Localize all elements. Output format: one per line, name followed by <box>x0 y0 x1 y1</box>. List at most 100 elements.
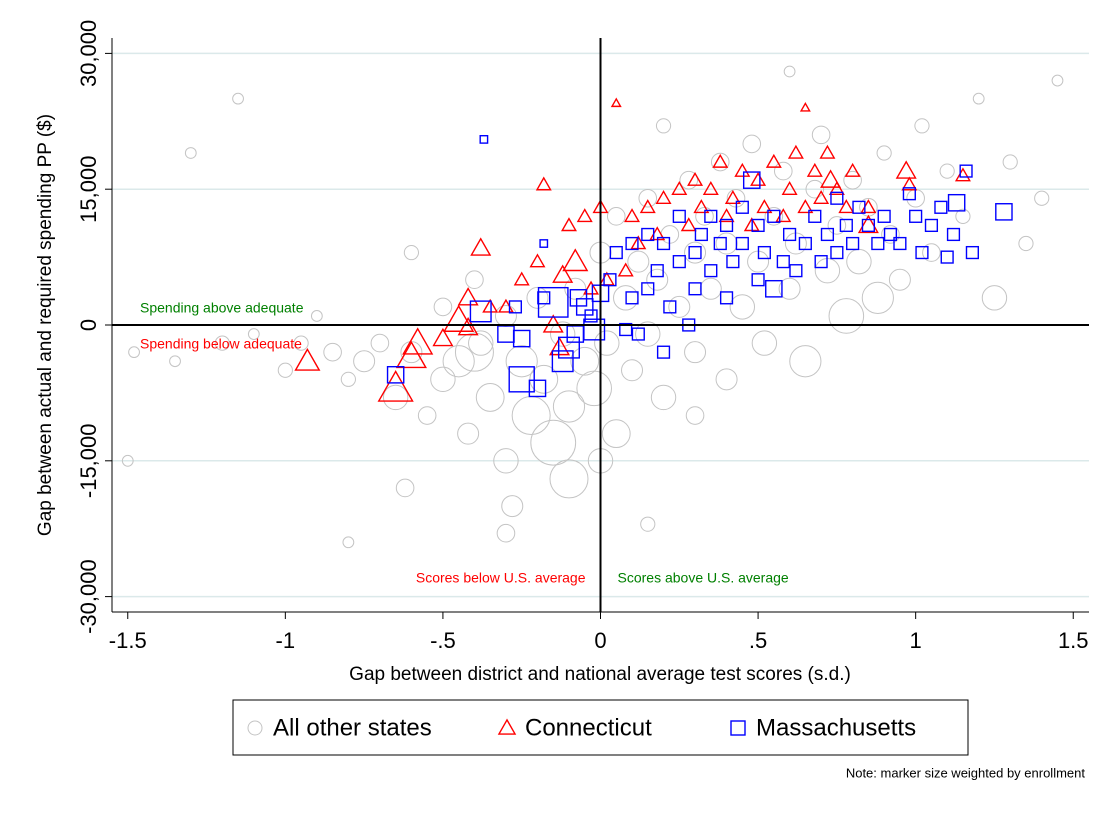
legend-label: Massachusetts <box>756 714 916 741</box>
y-axis-title: Gap between actual and required spending… <box>35 114 56 536</box>
square-marker <box>672 255 686 269</box>
circle-marker <box>955 208 971 224</box>
triangle-marker <box>702 180 719 195</box>
x-axis-title: Gap between district and national averag… <box>349 664 851 685</box>
triangle-marker <box>787 144 804 159</box>
circle-marker <box>861 281 894 314</box>
triangle-marker <box>820 169 842 188</box>
square-marker <box>830 245 844 260</box>
triangle-marker <box>765 153 782 168</box>
square-marker <box>508 366 535 393</box>
square-marker <box>861 218 875 233</box>
circle-marker <box>353 350 376 373</box>
circle-marker <box>606 207 626 226</box>
circle-marker <box>684 341 707 364</box>
triangle-marker <box>443 304 475 332</box>
square-marker <box>757 245 771 260</box>
square-marker <box>852 200 866 214</box>
square-marker <box>704 264 718 278</box>
square-marker <box>672 209 686 223</box>
square-marker <box>789 264 803 278</box>
square-marker <box>528 379 547 398</box>
triangle-marker <box>583 280 600 295</box>
triangle-marker <box>828 180 845 195</box>
triangle-marker <box>482 298 499 313</box>
x-tick-label: 0 <box>594 628 606 653</box>
triangle-marker <box>819 144 836 159</box>
circle-marker <box>888 268 911 291</box>
square-marker <box>765 279 783 298</box>
circle-marker <box>621 359 644 382</box>
square-marker <box>751 273 765 287</box>
circle-marker <box>395 478 415 498</box>
square-marker <box>915 245 929 260</box>
circle-marker <box>828 298 865 334</box>
triangle-marker <box>610 97 622 108</box>
circle-marker <box>433 297 453 317</box>
square-marker <box>877 209 891 223</box>
triangle-marker <box>549 336 571 356</box>
square-marker <box>719 218 734 233</box>
square-marker <box>940 250 954 264</box>
circle-marker <box>843 170 862 190</box>
square-marker <box>584 309 598 323</box>
circle-marker <box>549 321 576 347</box>
square-marker <box>557 336 580 359</box>
circle-marker <box>342 536 355 549</box>
triangle-marker <box>562 248 589 272</box>
triangle-marker <box>560 217 577 232</box>
circle-marker <box>789 345 822 378</box>
square-marker <box>631 327 645 341</box>
square-marker <box>893 236 907 251</box>
circle-marker <box>529 364 559 394</box>
circle-marker <box>496 523 516 543</box>
note: Note: marker size weighted by enrollment <box>846 765 1086 780</box>
circle-marker <box>914 118 930 134</box>
square-marker <box>650 264 664 278</box>
square-marker <box>569 289 588 307</box>
circle-marker <box>184 147 197 159</box>
square-marker <box>719 291 734 305</box>
square-marker <box>656 236 671 251</box>
triangle-marker <box>617 262 634 277</box>
square-marker <box>909 209 923 223</box>
square-marker <box>539 239 549 248</box>
square-marker <box>871 236 885 251</box>
y-tick-label: -15,000 <box>76 423 101 498</box>
square-marker <box>814 255 828 269</box>
circle-marker <box>827 216 847 235</box>
circle-marker <box>454 332 494 372</box>
x-tick-label: -1 <box>276 628 296 653</box>
square-marker <box>656 345 671 359</box>
square-marker <box>742 171 761 189</box>
circle-marker <box>742 134 762 154</box>
triangle-marker <box>756 199 773 214</box>
x-tick-label: -1.5 <box>109 628 147 653</box>
circle-marker <box>417 406 437 425</box>
circle-marker <box>1002 154 1018 170</box>
circle-marker <box>981 285 1008 311</box>
circle-marker <box>340 371 356 387</box>
y-tick-label: -30,000 <box>76 559 101 634</box>
triangle-marker <box>750 171 767 186</box>
triangle-marker <box>655 190 672 205</box>
triangle-marker <box>432 327 454 347</box>
circle-marker <box>685 406 705 425</box>
circle-marker <box>684 241 707 264</box>
circle-marker <box>247 328 260 340</box>
circle-marker <box>530 419 577 466</box>
triangle-marker <box>680 217 697 232</box>
circle-marker <box>501 495 524 518</box>
triangle-marker <box>838 199 855 214</box>
circle-marker <box>169 355 181 368</box>
circle-marker <box>576 370 612 407</box>
square-marker <box>946 227 961 242</box>
circle-marker <box>370 333 390 353</box>
triangle-marker <box>806 162 823 177</box>
square-marker <box>735 236 749 251</box>
triangle-marker <box>470 237 492 256</box>
y-tick-label: 30,000 <box>76 20 101 87</box>
triangle-marker <box>901 176 918 191</box>
